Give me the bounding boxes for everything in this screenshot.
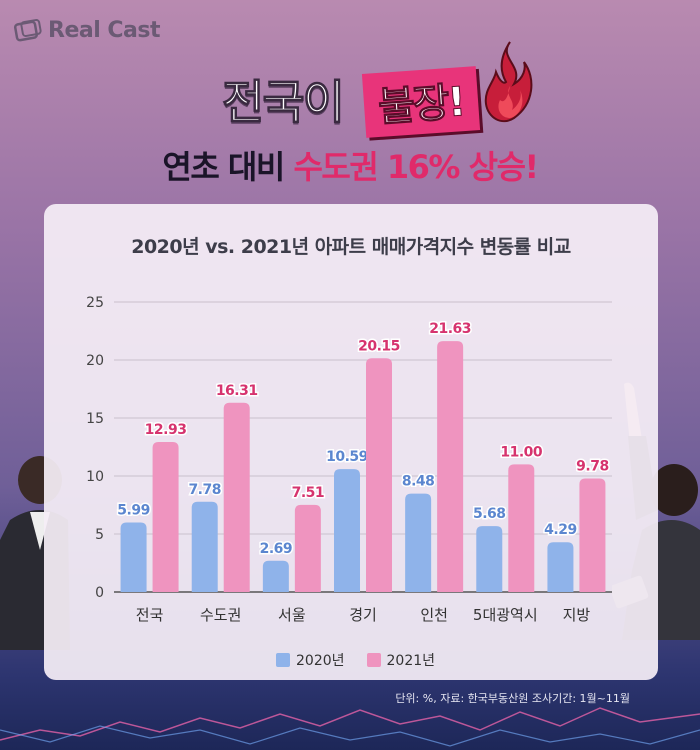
- logo-icon: [14, 18, 42, 41]
- bar-value-label: 7.51: [292, 485, 325, 501]
- x-tick-label: 5대광역시: [473, 606, 538, 624]
- source-footnote: 단위: %, 자료: 한국부동산원 조사기간: 1월~11월: [395, 692, 630, 705]
- x-tick-label: 지방: [563, 606, 591, 624]
- bar-2021: [437, 341, 464, 592]
- chart-card: 2020년 vs. 2021년 아파트 매매가격지수 변동률 비교 0 5 10 15…: [44, 204, 658, 680]
- bar-2021: [152, 442, 179, 592]
- x-tick-label: 경기: [349, 606, 377, 624]
- legend-swatch-2021: [366, 653, 381, 667]
- stock-chart-background: [0, 707, 700, 747]
- bar-value-label: 9.78: [576, 459, 609, 475]
- x-tick-label: 서울: [278, 606, 306, 624]
- brand-logo: Real Cast: [14, 18, 161, 43]
- bar-2021: [366, 358, 392, 592]
- legend-swatch-2020: [276, 653, 290, 667]
- chart-legend: 2020년 2021년: [276, 650, 435, 670]
- headline-white-text: 전국이: [222, 75, 346, 130]
- headline-badge: 불장!: [362, 66, 481, 138]
- bar-2020: [334, 469, 360, 592]
- bar-2021: [508, 464, 535, 592]
- bar-value-label: 8.48: [402, 474, 435, 490]
- headline-line-2: 연초 대비 수도권 16% 상승!: [0, 142, 700, 188]
- legend-label-2020: 2020년: [296, 653, 345, 669]
- bar-2020: [405, 493, 432, 592]
- bar-value-label: 11.00: [500, 444, 543, 460]
- chart-title: 2020년 vs. 2021년 아파트 매매가격지수 변동률 비교: [131, 236, 571, 258]
- bar-chart: 0 5 10 15 20 25 5.99 12.93 전국 7.78 16.31 수도권 2.69 7.5…: [86, 295, 612, 624]
- bar-value-label: 21.63: [429, 321, 471, 337]
- x-tick-label: 전국: [136, 606, 164, 624]
- bar-value-label: 5.99: [117, 503, 150, 519]
- bar-2020: [476, 526, 503, 592]
- bar-value-label: 10.59: [326, 449, 368, 465]
- bar-2020: [262, 560, 289, 592]
- y-tick-label: 15: [86, 411, 104, 427]
- y-tick-label: 10: [86, 469, 104, 485]
- bar-2021: [223, 402, 250, 592]
- y-tick-label: 20: [86, 353, 104, 369]
- bar-2020: [547, 542, 574, 592]
- bar-2020: [120, 522, 147, 592]
- bar-value-label: 12.93: [145, 422, 187, 438]
- headline-black-text: 연초 대비: [162, 148, 285, 186]
- bar-value-label: 16.31: [216, 383, 258, 399]
- bar-value-label: 2.69: [260, 541, 293, 557]
- bar-2021: [294, 504, 321, 592]
- y-tick-label: 5: [95, 527, 104, 543]
- bar-2020: [191, 501, 218, 592]
- bar-2021: [579, 478, 606, 592]
- bar-value-label: 20.15: [358, 338, 400, 354]
- bar-value-label: 7.78: [188, 482, 221, 498]
- x-tick-label: 인천: [420, 606, 448, 624]
- flame-icon: [484, 41, 533, 123]
- bar-value-label: 4.29: [544, 522, 577, 538]
- bar-value-label: 5.68: [473, 506, 506, 522]
- legend-item-2020: 2020년: [276, 650, 345, 670]
- y-tick-label: 0: [95, 585, 104, 601]
- headline-pink-text: 수도권 16% 상승!: [293, 148, 539, 186]
- logo-text: Real Cast: [48, 18, 161, 43]
- y-tick-label: 25: [86, 295, 104, 311]
- legend-item-2021: 2021년: [366, 650, 436, 670]
- legend-label-2021: 2021년: [386, 653, 436, 669]
- headline-line-1: 전국이 불장!: [0, 66, 700, 138]
- x-tick-label: 수도권: [200, 606, 241, 624]
